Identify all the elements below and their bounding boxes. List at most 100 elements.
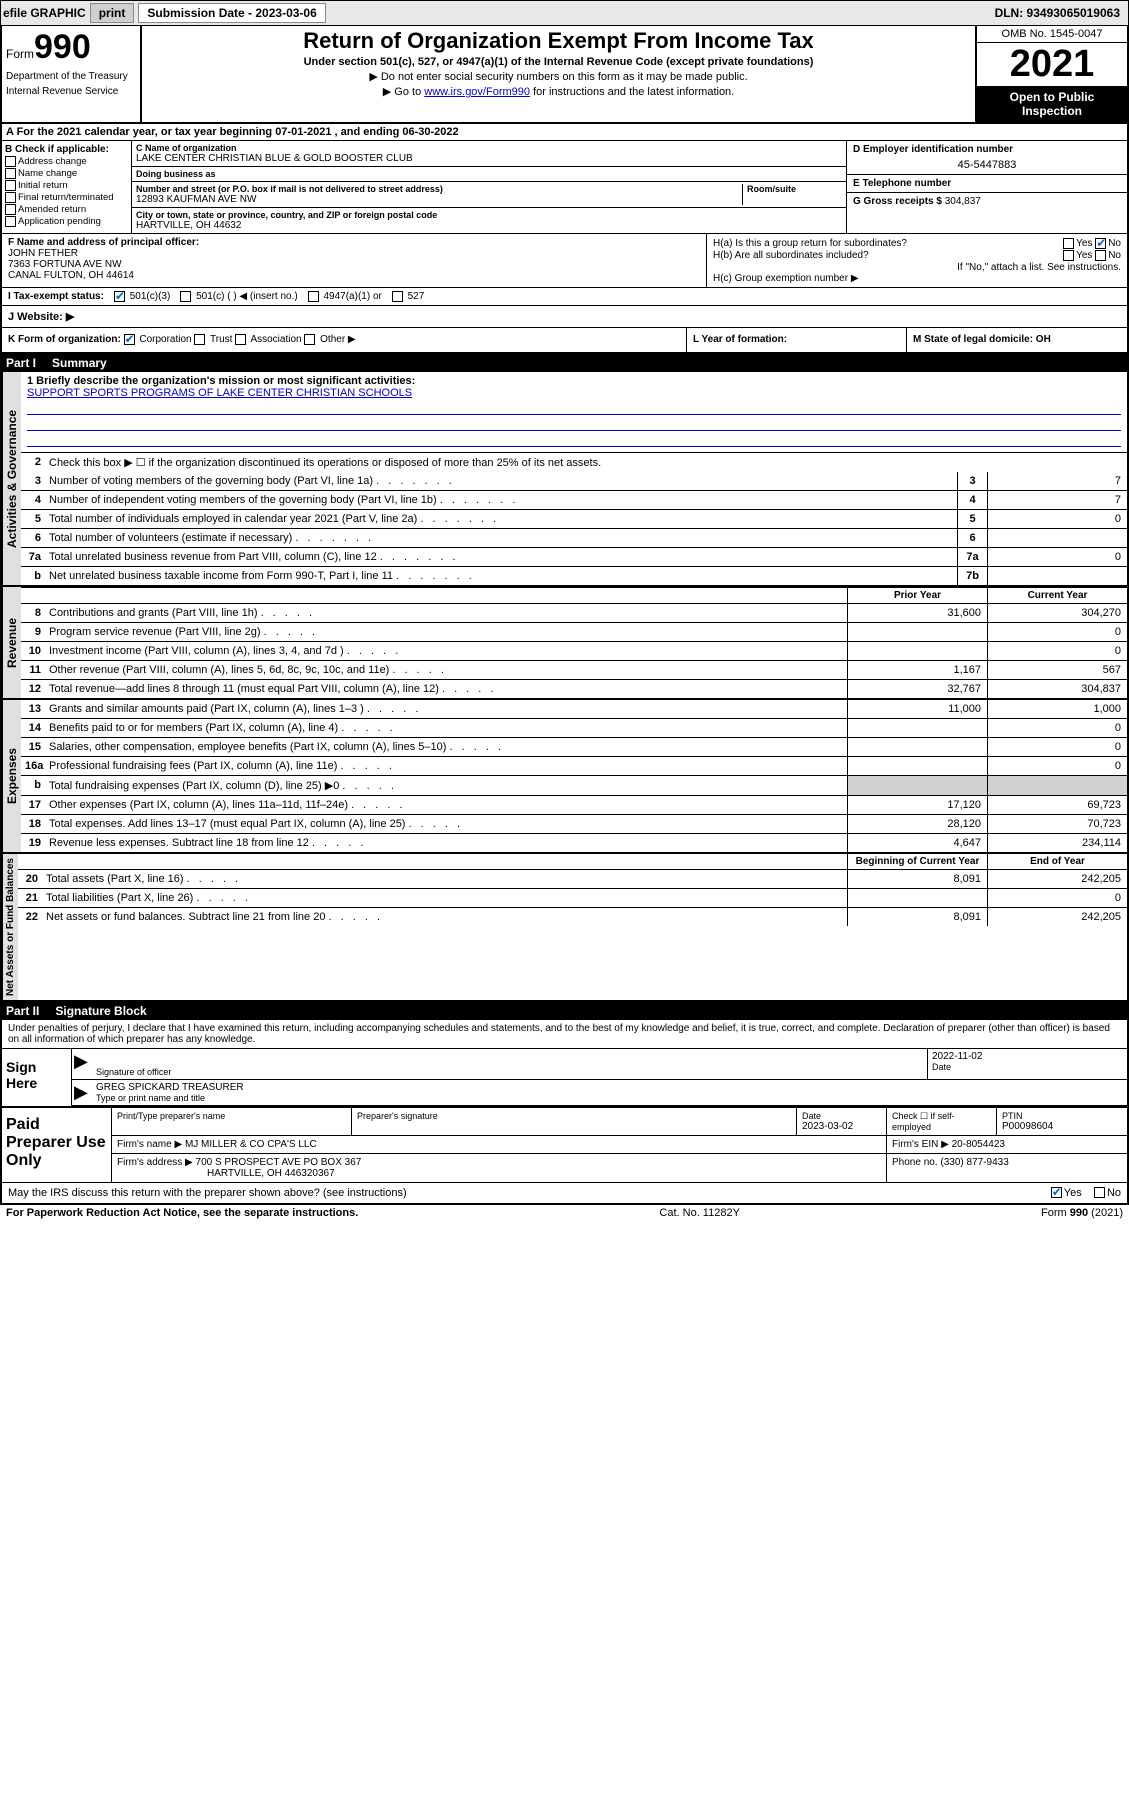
part2-header: Part II Signature Block (0, 1002, 1129, 1020)
app-pending-checkbox[interactable] (5, 216, 16, 227)
arrow-icon: ▶ (72, 1080, 92, 1105)
q2-text: Check this box ▶ ☐ if the organization d… (45, 453, 1127, 472)
summary-line: 4Number of independent voting members of… (21, 491, 1127, 510)
form-subtitle: Under section 501(c), 527, or 4947(a)(1)… (148, 56, 969, 68)
ein-label: D Employer identification number (853, 144, 1121, 155)
sig-date-value: 2022-11-02 (932, 1051, 1123, 1062)
summary-line: 6Total number of volunteers (estimate if… (21, 529, 1127, 548)
officer-name: JOHN FETHER (8, 248, 700, 259)
city-value: HARTVILLE, OH 44632 (136, 220, 842, 231)
discuss-yes-checkbox[interactable] (1051, 1187, 1062, 1198)
irs-label: Internal Revenue Service (6, 86, 136, 97)
org-name: LAKE CENTER CHRISTIAN BLUE & GOLD BOOSTE… (136, 153, 842, 164)
corp-checkbox[interactable] (124, 334, 135, 345)
dba-label: Doing business as (136, 169, 842, 179)
hc-label: H(c) Group exemption number ▶ (713, 273, 1121, 284)
website-label: J Website: ▶ (8, 311, 74, 323)
form-title: Return of Organization Exempt From Incom… (148, 28, 969, 54)
efile-label: efile GRAPHIC (3, 6, 86, 20)
open-public-badge: Open to Public Inspection (977, 86, 1127, 122)
prep-date-caption: Date (802, 1111, 881, 1121)
page-footer: For Paperwork Reduction Act Notice, see … (0, 1205, 1129, 1221)
prior-year-header: Prior Year (847, 588, 987, 603)
501c-checkbox[interactable] (180, 291, 191, 302)
irs-link[interactable]: www.irs.gov/Form990 (424, 86, 530, 98)
firm-phone-value: (330) 877-9433 (940, 1157, 1008, 1168)
addr-value: 12893 KAUFMAN AVE NW (136, 194, 742, 205)
beginning-year-header: Beginning of Current Year (847, 854, 987, 869)
expenses-block: Expenses 13Grants and similar amounts pa… (0, 700, 1129, 854)
net-assets-block: Net Assets or Fund Balances Beginning of… (0, 854, 1129, 1002)
telephone-label: E Telephone number (853, 178, 1121, 189)
4947-checkbox[interactable] (308, 291, 319, 302)
q1-label: 1 Briefly describe the organization's mi… (27, 375, 1121, 387)
form-number: 990 (34, 28, 91, 66)
catalog-number: Cat. No. 11282Y (659, 1207, 740, 1219)
officer-addr1: 7363 FORTUNA AVE NW (8, 259, 700, 270)
discuss-question: May the IRS discuss this return with the… (8, 1187, 407, 1199)
gross-label: G Gross receipts $ (853, 196, 942, 207)
name-change-checkbox[interactable] (5, 168, 16, 179)
amended-return-checkbox[interactable] (5, 204, 16, 215)
hb-label: H(b) Are all subordinates included? (713, 250, 869, 261)
ssn-note: ▶ Do not enter social security numbers o… (148, 70, 969, 83)
mission-text: SUPPORT SPORTS PROGRAMS OF LAKE CENTER C… (27, 387, 1121, 399)
part1-number: Part I (6, 356, 36, 370)
summary-line: 19Revenue less expenses. Subtract line 1… (21, 834, 1127, 852)
ptin-value: P00098604 (1002, 1121, 1122, 1132)
sign-here-label: Sign Here (2, 1049, 72, 1106)
hb-note: If "No," attach a list. See instructions… (713, 262, 1121, 273)
firm-addr1-value: 700 S PROSPECT AVE PO BOX 367 (196, 1157, 362, 1168)
ha-no-checkbox[interactable] (1095, 238, 1106, 249)
part1-header: Part I Summary (0, 354, 1129, 372)
form-number-box: Form990 Department of the Treasury Inter… (2, 26, 142, 122)
arrow-icon: ▶ (72, 1049, 92, 1079)
final-return-checkbox[interactable] (5, 192, 16, 203)
summary-line: 5Total number of individuals employed in… (21, 510, 1127, 529)
name-title-caption: Type or print name and title (96, 1093, 1123, 1103)
527-checkbox[interactable] (392, 291, 403, 302)
summary-line: 3Number of voting members of the governi… (21, 472, 1127, 491)
hb-no-checkbox[interactable] (1095, 250, 1106, 261)
tax-period: A For the 2021 calendar year, or tax yea… (2, 124, 1127, 141)
other-checkbox[interactable] (304, 334, 315, 345)
summary-line: 18Total expenses. Add lines 13–17 (must … (21, 815, 1127, 834)
current-year-header: Current Year (987, 588, 1127, 603)
hb-yes-checkbox[interactable] (1063, 250, 1074, 261)
part1-title: Summary (52, 356, 107, 370)
gross-value: 304,837 (945, 196, 981, 207)
year-box: OMB No. 1545-0047 2021 Open to Public In… (977, 26, 1127, 122)
mission-block: 1 Briefly describe the organization's mi… (21, 372, 1127, 453)
summary-line: 15Salaries, other compensation, employee… (21, 738, 1127, 757)
room-label: Room/suite (747, 184, 842, 194)
m-label: M State of legal domicile: OH (913, 334, 1051, 345)
end-year-header: End of Year (987, 854, 1127, 869)
group-return-box: H(a) Is this a group return for subordin… (707, 234, 1127, 287)
initial-return-checkbox[interactable] (5, 180, 16, 191)
ha-label: H(a) Is this a group return for subordin… (713, 238, 907, 249)
assoc-checkbox[interactable] (235, 334, 246, 345)
addr-change-checkbox[interactable] (5, 156, 16, 167)
identity-section: A For the 2021 calendar year, or tax yea… (0, 124, 1129, 354)
firm-addr-label: Firm's address ▶ (117, 1157, 193, 1168)
501c3-checkbox[interactable] (114, 291, 125, 302)
discuss-no-checkbox[interactable] (1094, 1187, 1105, 1198)
summary-line: 13Grants and similar amounts paid (Part … (21, 700, 1127, 719)
l-label: L Year of formation: (693, 334, 787, 345)
column-b-checkboxes: B Check if applicable: Address change Na… (2, 141, 132, 233)
prep-sig-caption: Preparer's signature (357, 1111, 791, 1121)
part1-body: Activities & Governance 1 Briefly descri… (0, 372, 1129, 587)
summary-line: 14Benefits paid to or for members (Part … (21, 719, 1127, 738)
status-label: I Tax-exempt status: (8, 291, 104, 302)
print-button[interactable]: print (90, 3, 135, 23)
self-employed-caption: Check ☐ if self-employed (892, 1111, 991, 1132)
city-label: City or town, state or province, country… (136, 210, 842, 220)
net-assets-label: Net Assets or Fund Balances (2, 854, 18, 1000)
ha-yes-checkbox[interactable] (1063, 238, 1074, 249)
summary-line: 22Net assets or fund balances. Subtract … (18, 908, 1127, 926)
expenses-label: Expenses (2, 700, 21, 852)
trust-checkbox[interactable] (194, 334, 205, 345)
perjury-declaration: Under penalties of perjury, I declare th… (2, 1020, 1127, 1049)
prep-date-value: 2023-03-02 (802, 1121, 881, 1132)
officer-box: F Name and address of principal officer:… (2, 234, 707, 287)
